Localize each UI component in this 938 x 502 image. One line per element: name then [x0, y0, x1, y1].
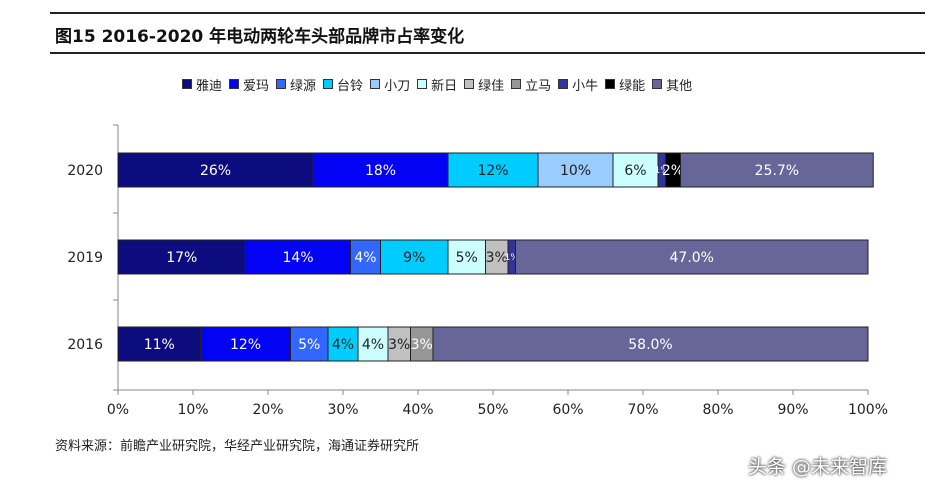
- bar-segment: [117, 239, 246, 275]
- data-label: 11%: [144, 337, 175, 353]
- data-label: 3%: [411, 337, 433, 353]
- legend-item: 小牛: [558, 75, 598, 94]
- data-label: 12%: [230, 337, 261, 353]
- legend-item: 小刀: [370, 75, 410, 94]
- bar-segment: [245, 239, 351, 275]
- bar-segment: [290, 326, 329, 362]
- x-tick-label: 0%: [107, 402, 129, 418]
- legend-swatch: [511, 79, 522, 89]
- legend-label: 小牛: [572, 78, 599, 94]
- data-label: 4%: [332, 337, 354, 353]
- legend-swatch: [605, 79, 616, 89]
- x-tick-label: 60%: [552, 402, 583, 418]
- x-tick-label: 40%: [402, 402, 433, 418]
- data-label: 3%: [388, 337, 410, 353]
- category-label: 2020: [67, 163, 103, 179]
- data-label: 4%: [362, 337, 384, 353]
- bar-segment: [117, 326, 201, 362]
- data-label: 5%: [298, 337, 320, 353]
- title-top-rule: [50, 12, 925, 14]
- x-tick-label: 100%: [848, 402, 888, 418]
- legend-swatch: [464, 79, 475, 89]
- bar-segment: [432, 326, 869, 362]
- legend-swatch: [652, 79, 663, 89]
- legend-label: 立马: [525, 78, 552, 94]
- data-label: 47.0%: [670, 250, 714, 266]
- watermark: 头条 @未来智库: [748, 456, 888, 478]
- legend-item: 绿佳: [464, 75, 504, 94]
- data-label: 18%: [365, 163, 396, 179]
- chart-title: 图15 2016-2020 年电动两轮车头部品牌市占率变化: [55, 27, 465, 47]
- legend-item: 爱玛: [229, 75, 269, 94]
- title-bottom-rule: [50, 52, 925, 54]
- data-label: 5%: [456, 250, 478, 266]
- bar-segment: [680, 152, 874, 188]
- legend-label: 新日: [431, 78, 458, 94]
- data-label: 2%: [662, 163, 684, 179]
- data-label: 3%: [486, 250, 508, 266]
- x-tick-label: 10%: [177, 402, 208, 418]
- category-label: 2019: [67, 250, 103, 266]
- legend-label: 小刀: [384, 78, 411, 94]
- data-label: 4%: [354, 250, 376, 266]
- data-label: 14%: [282, 250, 313, 266]
- legend: 雅迪 爱玛 绿源 台铃 小刀 新日 绿佳 立马 小牛 绿能 其他: [182, 74, 699, 94]
- data-label: 26%: [200, 163, 231, 179]
- bar-segment: [312, 152, 449, 188]
- bar-segment: [350, 239, 381, 275]
- x-tick-label: 80%: [702, 402, 733, 418]
- legend-item: 雅迪: [182, 75, 222, 94]
- x-tick-label: 20%: [252, 402, 283, 418]
- x-tick-label: 90%: [777, 402, 808, 418]
- data-label: 9%: [403, 250, 425, 266]
- data-label: 17%: [166, 250, 197, 266]
- source-note: 资料来源：前瞻产业研究院，华经产业研究院，海通证券研究所: [55, 439, 420, 454]
- data-label: 25.7%: [755, 163, 799, 179]
- category-label: 2016: [67, 337, 103, 353]
- legend-item: 新日: [417, 75, 457, 94]
- legend-label: 绿源: [290, 78, 317, 94]
- data-label: 1%: [505, 253, 520, 263]
- legend-label: 雅迪: [196, 78, 223, 94]
- legend-swatch: [417, 79, 428, 89]
- bar-segment: [515, 239, 869, 275]
- legend-item: 立马: [511, 75, 551, 94]
- chart-area: 0% 10% 20% 30% 40% 50% 60% 70% 80% 90% 100% 2020 26%…: [67, 124, 888, 418]
- x-tick-label: 50%: [477, 402, 508, 418]
- legend-label: 绿能: [619, 78, 646, 94]
- legend-label: 其他: [666, 78, 693, 94]
- legend-item: 其他: [652, 75, 692, 94]
- bar-segment: [117, 152, 314, 188]
- legend-swatch: [229, 79, 240, 89]
- legend-item: 绿能: [605, 75, 645, 94]
- legend-label: 爱玛: [243, 78, 270, 94]
- legend-item: 台铃: [323, 75, 363, 94]
- bar-segment: [380, 239, 449, 275]
- legend-item: 绿源: [276, 75, 316, 94]
- legend-swatch: [558, 79, 569, 89]
- data-label: 58.0%: [628, 337, 672, 353]
- data-label: 12%: [477, 163, 508, 179]
- legend-swatch: [276, 79, 287, 89]
- legend-label: 台铃: [337, 78, 364, 94]
- legend-swatch: [323, 79, 334, 89]
- x-tick-label: 70%: [627, 402, 658, 418]
- legend-swatch: [182, 79, 192, 89]
- x-tick-label: 30%: [327, 402, 358, 418]
- data-label: 6%: [624, 163, 646, 179]
- data-label: 1%: [655, 166, 670, 176]
- data-label: 10%: [560, 163, 591, 179]
- legend-swatch: [370, 79, 381, 89]
- legend-label: 绿佳: [478, 78, 505, 94]
